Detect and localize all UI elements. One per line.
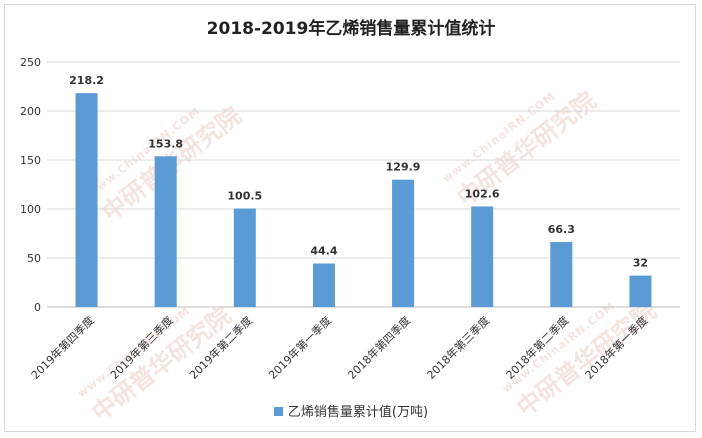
bar bbox=[233, 208, 256, 307]
chart-title: 2018-2019年乙烯销售量累计值统计 bbox=[206, 19, 496, 39]
y-tick-label: 200 bbox=[20, 105, 41, 118]
data-label: 153.8 bbox=[148, 137, 183, 150]
y-tick-label: 150 bbox=[20, 154, 41, 167]
data-label: 218.2 bbox=[69, 74, 104, 87]
data-label: 32 bbox=[633, 257, 648, 270]
data-label: 44.4 bbox=[310, 244, 337, 257]
bar bbox=[75, 93, 98, 307]
data-label: 129.9 bbox=[386, 161, 421, 174]
x-tick-label: 2018年第四季度 bbox=[345, 313, 414, 382]
y-tick-label: 250 bbox=[20, 56, 41, 69]
bar bbox=[312, 263, 335, 307]
y-tick-label: 0 bbox=[34, 301, 41, 314]
x-tick-label: 2018年第三季度 bbox=[424, 313, 493, 382]
legend-label: 乙烯销售量累计值(万吨) bbox=[287, 405, 429, 420]
bar bbox=[629, 275, 652, 307]
x-tick-label: 2019年第二季度 bbox=[186, 313, 255, 382]
x-tick-label: 2018年第一季度 bbox=[582, 313, 651, 382]
x-tick-label: 2019年第三季度 bbox=[107, 313, 176, 382]
bar bbox=[471, 206, 494, 307]
chart-frame bbox=[4, 4, 696, 432]
legend-swatch bbox=[273, 407, 283, 416]
x-tick-label: 2019年第一季度 bbox=[265, 313, 334, 382]
y-tick-label: 50 bbox=[27, 252, 41, 265]
bar bbox=[392, 179, 415, 307]
bar bbox=[550, 242, 573, 307]
data-label: 102.6 bbox=[465, 187, 500, 200]
bar bbox=[154, 156, 177, 307]
x-tick-label: 2019年第四季度 bbox=[28, 313, 97, 382]
x-tick-label: 2018年第二季度 bbox=[503, 313, 572, 382]
y-tick-label: 100 bbox=[20, 203, 41, 216]
data-label: 100.5 bbox=[227, 190, 262, 203]
data-label: 66.3 bbox=[548, 223, 575, 236]
legend: 乙烯销售量累计值(万吨) bbox=[0, 401, 702, 420]
